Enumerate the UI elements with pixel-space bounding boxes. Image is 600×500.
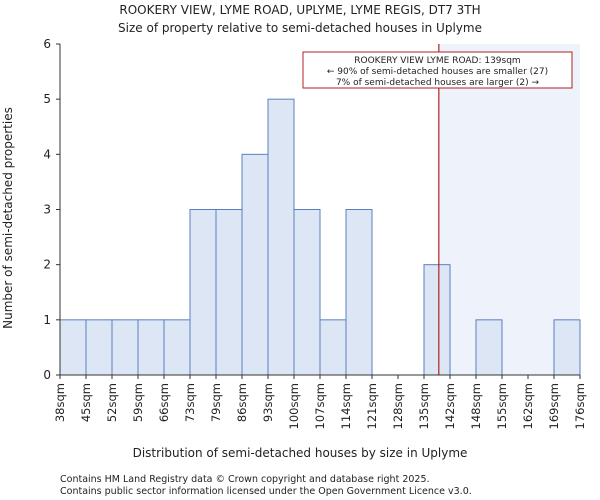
bar-52sqm xyxy=(111,319,139,376)
x-tick-label-169sqm: 169sqm xyxy=(547,383,561,429)
annotation-line-2: ← 90% of semi-detached houses are smalle… xyxy=(327,67,548,77)
y-ticks: 0 1 2 3 4 5 6 xyxy=(43,37,60,382)
x-tick-label-121sqm: 121sqm xyxy=(365,383,379,429)
x-tick-label-135sqm: 135sqm xyxy=(417,383,431,429)
footer-line-1: Contains HM Land Registry data © Crown c… xyxy=(60,474,430,485)
annotation-frame xyxy=(302,51,573,89)
y-tick-label-0: 0 xyxy=(43,368,51,382)
bar-107sqm xyxy=(319,319,347,376)
footer-line-2: Contains public sector information licen… xyxy=(60,486,472,497)
bar-114sqm xyxy=(345,209,373,376)
x-tick-label-155sqm: 155sqm xyxy=(495,383,509,429)
bar-148sqm xyxy=(475,319,503,376)
x-tick-label-59sqm: 59sqm xyxy=(131,383,145,422)
x-tick-label-73sqm: 73sqm xyxy=(183,383,197,422)
bar-135sqm xyxy=(423,264,451,376)
x-ticks: 38sqm 45sqm 52sqm 59sqm 66sqm 73sqm 79sqm 86sqm… xyxy=(53,375,587,429)
x-tick-label-142sqm: 142sqm xyxy=(443,383,457,429)
chart-subtitle: Size of property relative to semi-detach… xyxy=(118,21,482,35)
x-tick-label-52sqm: 52sqm xyxy=(105,383,119,422)
x-tick-label-176sqm: 176sqm xyxy=(573,383,587,429)
x-tick-label-107sqm: 107sqm xyxy=(313,383,327,429)
bar-86sqm xyxy=(241,153,269,376)
x-tick-label-148sqm: 148sqm xyxy=(469,383,483,429)
x-tick-label-79sqm: 79sqm xyxy=(209,383,223,422)
y-tick-label-1: 1 xyxy=(43,313,51,327)
x-tick-label-66sqm: 66sqm xyxy=(157,383,171,422)
bar-73sqm xyxy=(189,209,217,376)
bar-93sqm xyxy=(267,98,295,376)
bar-79sqm xyxy=(215,209,243,376)
y-tick-label-2: 2 xyxy=(43,258,51,272)
x-tick-label-45sqm: 45sqm xyxy=(79,383,93,422)
x-tick-label-93sqm: 93sqm xyxy=(261,383,275,422)
bar-100sqm xyxy=(293,209,321,376)
bar-59sqm xyxy=(137,319,165,376)
chart-title: ROOKERY VIEW, LYME ROAD, UPLYME, LYME RE… xyxy=(119,3,480,17)
x-tick-label-114sqm: 114sqm xyxy=(339,383,353,429)
annotation-line-3: 7% of semi-detached houses are larger (2… xyxy=(336,78,540,88)
y-tick-label-6: 6 xyxy=(43,37,51,51)
x-tick-label-86sqm: 86sqm xyxy=(235,383,249,422)
y-tick-label-3: 3 xyxy=(43,203,51,217)
x-tick-label-100sqm: 100sqm xyxy=(287,383,301,429)
x-axis-label: Distribution of semi-detached houses by … xyxy=(133,446,468,460)
annotation-line-1: ROOKERY VIEW LYME ROAD: 139sqm xyxy=(354,56,520,66)
bar-66sqm xyxy=(163,319,191,376)
x-tick-label-128sqm: 128sqm xyxy=(391,383,405,429)
bars xyxy=(59,98,581,376)
y-axis-label: Number of semi-detached properties xyxy=(1,107,15,329)
bar-38sqm xyxy=(59,319,87,376)
y-tick-label-4: 4 xyxy=(43,147,51,161)
x-tick-label-162sqm: 162sqm xyxy=(521,383,535,429)
x-tick-label-38sqm: 38sqm xyxy=(53,383,67,422)
bar-169sqm xyxy=(553,319,581,376)
bar-45sqm xyxy=(85,319,113,376)
annotation-box: ROOKERY VIEW LYME ROAD: 139sqm ← 90% of … xyxy=(302,51,573,89)
y-tick-label-5: 5 xyxy=(43,92,51,106)
